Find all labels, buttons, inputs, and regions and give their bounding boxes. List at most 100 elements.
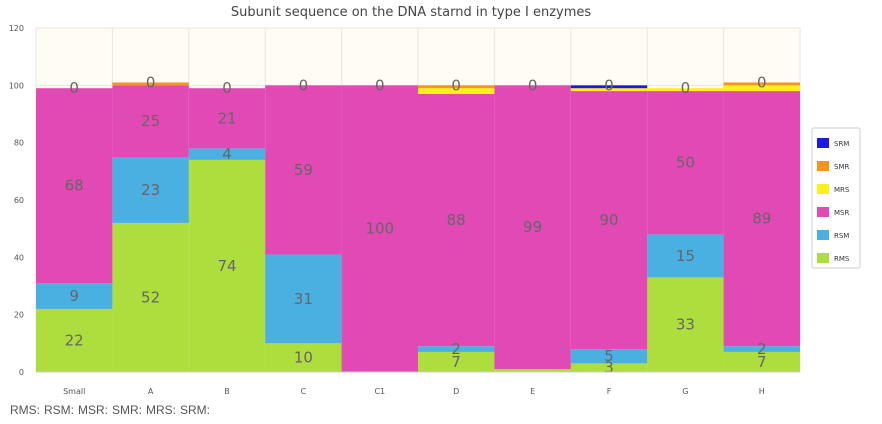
bar-rms [36,308,113,372]
x-tick-label: B [224,387,230,396]
bar-rsm [570,349,648,364]
bar-smr [723,82,800,86]
y-tick-label: 100 [9,81,24,90]
bar-rms [494,369,571,372]
data-label: 2 [451,340,461,358]
bar-rsm [112,157,189,223]
legend-label-smr: SMR [834,163,849,171]
bar-msr [570,91,648,350]
bar-mrs [418,88,495,94]
data-label-top: 0 [451,76,461,94]
footer-series-item: MRS: [146,403,176,417]
legend-swatch-srm [817,138,829,148]
data-label: 3 [604,359,614,377]
legend-swatch-mrs [817,184,829,194]
data-label-top: 0 [375,76,385,94]
legend-label-srm: SRM [834,140,849,148]
x-tick-label: F [607,387,612,396]
bar-rsm [188,148,266,160]
data-label: 25 [141,112,160,130]
data-label: 7 [757,353,767,371]
bar-mrs [570,88,648,92]
y-tick-label: 60 [14,196,24,205]
bar-msr [647,91,724,235]
bar-msr [188,88,266,149]
bars [36,82,800,372]
bar-rsm [36,283,113,309]
bar-rms [418,351,495,372]
bar-msr [494,85,571,370]
data-label: 23 [141,181,160,199]
data-label: 31 [294,290,313,308]
bar-rsm [265,254,342,344]
bar-rsm [418,346,495,352]
data-label: 21 [217,109,236,127]
x-tick-label: D [453,387,459,396]
data-label: 15 [676,247,695,265]
data-label: 9 [69,287,79,305]
data-label-top: 0 [757,73,767,91]
data-label: 100 [365,220,394,238]
data-label-top: 0 [528,76,538,94]
footer-series-item: SMR: [112,403,142,417]
bar-msr [112,85,189,157]
y-tick-label: 20 [14,311,24,320]
y-tick-label: 40 [14,253,24,262]
data-label-top: 0 [146,73,156,91]
legend-box [811,127,861,269]
x-tick-label: G [682,387,688,396]
bar-srm [570,85,648,89]
legend-label-mrs: MRS [834,186,850,194]
data-label-top: 0 [299,76,309,94]
x-tick-label: C1 [374,387,385,396]
x-tick-label: A [148,387,154,396]
legend-swatch-rsm [817,230,829,240]
legend-label-msr: MSR [834,209,849,217]
bar-msr [265,85,342,255]
bar-rms [265,343,342,372]
data-label: 50 [676,154,695,172]
data-label-top: 0 [222,79,232,97]
bar-mrs [647,88,724,92]
footer-series-list: RMS: RSM: MSR: SMR: MRS: SRM: [10,403,214,417]
bar-msr [723,91,800,347]
x-tick-label: E [530,387,535,396]
bar-rsm [647,234,724,278]
y-tick-label: 120 [9,24,24,33]
footer-series-item: RSM: [44,403,74,417]
data-label-top: 0 [69,79,79,97]
bar-rms [723,351,800,372]
data-label: 88 [447,211,466,229]
x-tick-label: C [301,387,307,396]
data-label: 7 [451,353,461,371]
footer-series-item: SRM: [180,403,210,417]
y-tick-label: 80 [14,139,24,148]
data-label: 52 [141,288,160,306]
data-label: 99 [523,218,542,236]
data-label: 5 [604,347,614,365]
legend-swatch-rms [817,253,829,263]
legend-swatch-smr [817,161,829,171]
data-label: 10 [294,349,313,367]
chart-title: Subunit sequence on the DNA starnd in ty… [231,5,592,20]
legend-swatch-msr [817,207,829,217]
stacked-bar-chart: Subunit sequence on the DNA starnd in ty… [9,5,861,396]
bar-rms [112,222,189,372]
bar-msr [341,85,418,372]
data-label: 74 [217,257,236,275]
data-label: 89 [752,210,771,228]
x-tick-label: Small [63,387,85,396]
legend-label-rms: RMS [834,255,850,263]
footer-series-item: RMS: [10,403,40,417]
legend: SRM SMR MRS MSR RSM RMS [811,127,861,269]
data-label: 22 [65,331,84,349]
data-label: 4 [222,145,232,163]
bar-rms [570,363,648,372]
bar-rms [188,159,266,372]
data-label: 33 [676,316,695,334]
bar-mrs [723,85,800,92]
bar-smr [418,85,495,89]
data-label-top: 0 [604,76,614,94]
